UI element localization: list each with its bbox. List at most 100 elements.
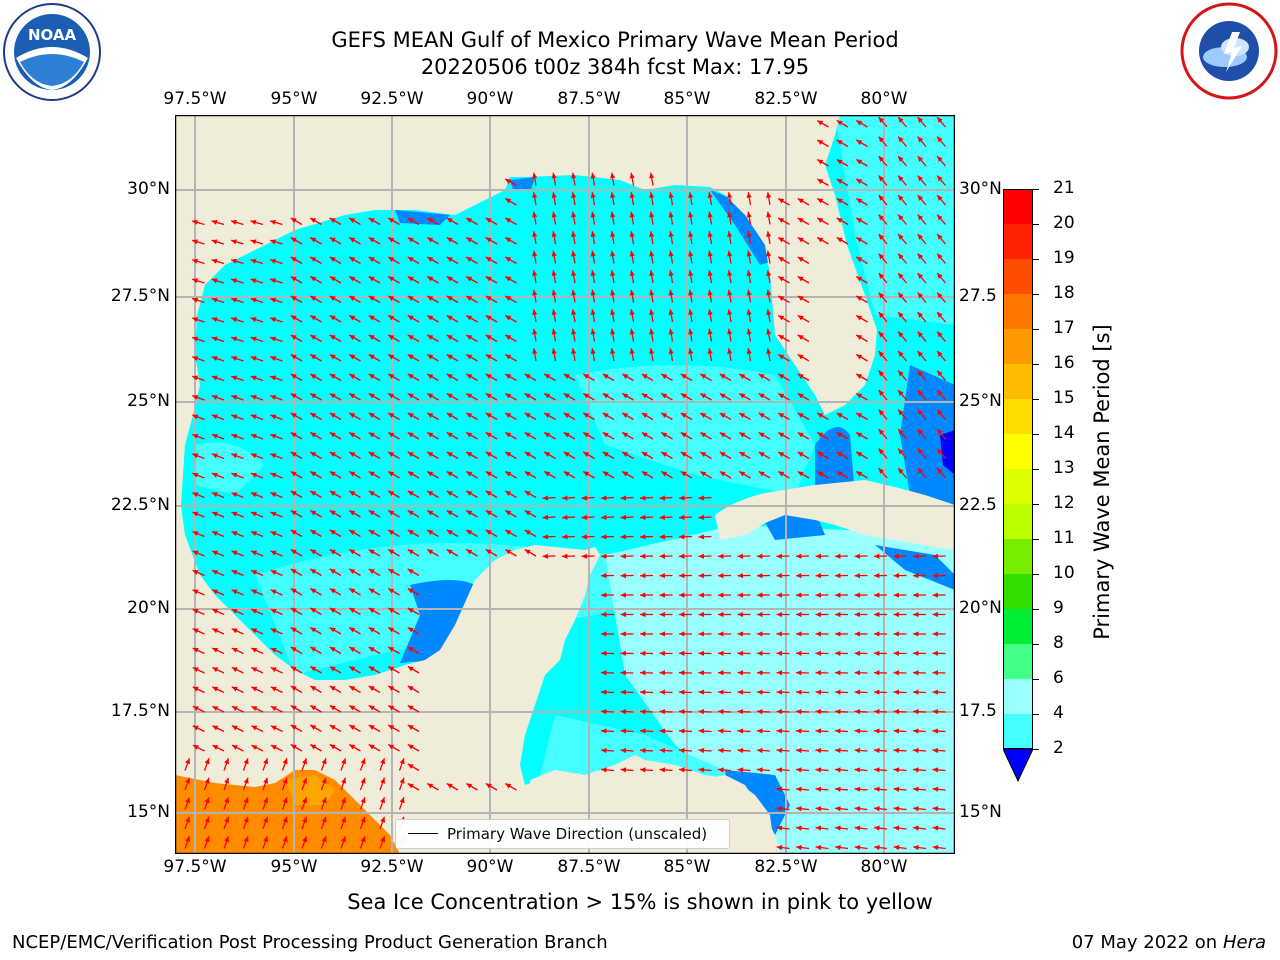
sea-ice-note: Sea Ice Concentration > 15% is shown in …: [347, 890, 933, 914]
wave-direction-arrow: [834, 747, 849, 754]
wave-direction-arrow: [855, 197, 868, 206]
sea-zone-6: [835, 115, 955, 325]
wave-direction-arrow: [815, 670, 829, 676]
wave-direction-arrow: [936, 409, 946, 420]
wave-direction-arrow: [184, 758, 191, 771]
wave-direction-arrow: [387, 470, 400, 479]
wave-direction-arrow: [621, 451, 634, 460]
wave-direction-arrow: [873, 631, 888, 637]
wave-direction-arrow: [620, 534, 634, 540]
wave-direction-arrow: [893, 728, 907, 734]
wave-direction-arrow: [602, 392, 615, 401]
wave-direction-arrow: [309, 373, 322, 382]
wave-direction-arrow: [815, 689, 829, 695]
wave-direction-arrow: [815, 650, 829, 656]
wave-direction-arrow: [398, 797, 405, 810]
wave-direction-arrow: [262, 797, 269, 810]
wave-direction-arrow: [231, 433, 244, 440]
wave-direction-arrow: [590, 192, 596, 206]
wave-direction-arrow: [485, 275, 498, 284]
wave-direction-arrow: [368, 470, 381, 479]
wave-direction-arrow: [203, 836, 210, 849]
colorbar-tick-mark: [1033, 609, 1039, 610]
wave-direction-arrow: [192, 589, 205, 596]
longitude-label-top: 95°W: [270, 89, 318, 109]
latitude-label-left: 20°N: [127, 598, 170, 618]
wave-direction-arrow: [590, 270, 596, 284]
wave-direction-arrow: [737, 767, 751, 773]
wave-direction-arrow: [668, 289, 674, 303]
wave-direction-arrow: [329, 704, 342, 713]
wave-direction-arrow: [878, 253, 888, 264]
wave-direction-arrow: [854, 631, 868, 637]
wave-direction-arrow: [855, 178, 868, 187]
wave-direction-arrow: [873, 786, 888, 792]
wave-direction-arrow: [678, 728, 693, 734]
wave-direction-arrow: [309, 548, 322, 557]
wave-direction-arrow: [629, 289, 635, 303]
wave-direction-arrow: [250, 492, 264, 499]
wave-direction-arrow: [309, 334, 322, 343]
wave-direction-arrow: [629, 309, 635, 323]
wave-direction-arrow: [290, 568, 303, 577]
wave-direction-arrow: [290, 236, 303, 245]
wave-direction-arrow: [368, 314, 381, 323]
longitude-label-bottom: 97.5°W: [163, 857, 227, 877]
wave-direction-arrow: [707, 309, 713, 323]
wave-direction-arrow: [446, 236, 459, 245]
colorbar-tick-label: 8: [1053, 633, 1064, 653]
latitude-label-right: 30°N: [959, 179, 1002, 199]
wave-direction-arrow: [897, 448, 907, 459]
wave-direction-arrow: [777, 412, 790, 421]
wave-direction-arrow: [688, 309, 694, 323]
wave-direction-arrow: [211, 608, 225, 616]
wave-direction-arrow: [485, 412, 498, 421]
wave-direction-arrow: [446, 412, 459, 421]
wave-direction-arrow: [602, 470, 615, 479]
wave-direction-arrow: [368, 724, 381, 733]
wave-direction-arrow: [387, 607, 400, 616]
wave-direction-arrow: [815, 806, 829, 812]
wave-direction-arrow: [582, 431, 595, 440]
wave-direction-arrow: [348, 685, 361, 694]
wave-direction-arrow: [719, 451, 732, 460]
wave-direction-arrow: [192, 492, 205, 499]
wave-direction-arrow: [543, 431, 556, 440]
wave-direction-arrow: [223, 777, 230, 791]
wave-direction-arrow: [878, 389, 888, 401]
wave-direction-arrow: [639, 650, 654, 656]
wave-direction-arrow: [329, 256, 342, 265]
colorbar-label: Primary Wave Mean Period [s]: [1090, 324, 1114, 640]
wave-direction-arrow: [542, 495, 556, 501]
colorbar-segment: [1003, 609, 1033, 644]
wave-direction-arrow: [932, 650, 946, 656]
wave-direction-arrow: [485, 782, 498, 791]
wave-direction-arrow: [223, 797, 230, 810]
colorbar-tick-mark: [1033, 574, 1039, 575]
wave-direction-arrow: [756, 650, 771, 656]
wave-direction-arrow: [600, 650, 615, 656]
wave-direction-arrow: [659, 631, 673, 637]
wave-direction-arrow: [269, 239, 283, 245]
wave-direction-arrow: [874, 825, 888, 831]
wave-direction-arrow: [717, 767, 732, 773]
wave-direction-arrow: [387, 743, 400, 752]
wave-direction-arrow: [855, 373, 868, 382]
wave-direction-arrow: [231, 550, 244, 557]
wave-direction-arrow: [581, 534, 595, 540]
wave-direction-arrow: [551, 328, 557, 342]
wave-direction-arrow: [913, 806, 927, 812]
wave-direction-arrow: [446, 451, 459, 460]
colorbar-tick-label: 14: [1053, 423, 1075, 443]
wave-direction-arrow: [719, 470, 732, 479]
longitude-label-top: 97.5°W: [163, 89, 227, 109]
longitude-label-top: 85°W: [663, 89, 711, 109]
wave-direction-arrow: [797, 217, 810, 226]
wave-direction-arrow: [699, 451, 712, 460]
wave-direction-arrow: [893, 670, 907, 676]
wave-direction-arrow: [738, 431, 751, 440]
wave-direction-arrow: [816, 236, 829, 245]
wave-direction-arrow: [348, 412, 361, 421]
colorbar-tick-mark: [1033, 749, 1039, 750]
wave-direction-arrow: [348, 724, 361, 733]
